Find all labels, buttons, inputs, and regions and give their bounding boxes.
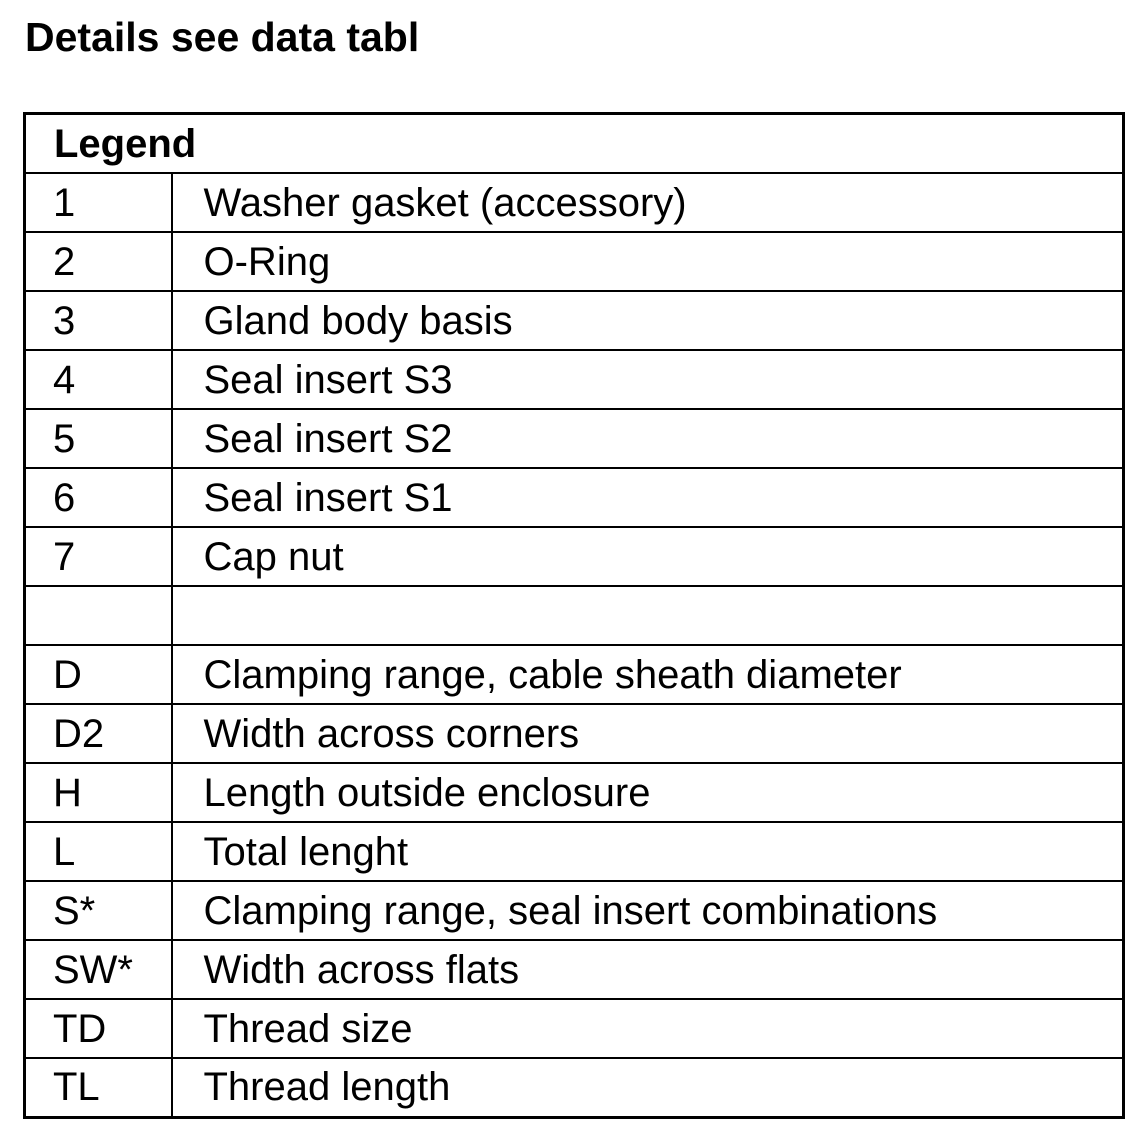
legend-key-cell: S*	[23, 880, 173, 941]
legend-key-cell	[23, 585, 173, 646]
legend-description-cell: Total lenght	[170, 821, 1125, 882]
legend-key-cell: D	[23, 644, 173, 705]
legend-key-cell: 2	[23, 231, 173, 292]
legend-description-cell: Width across corners	[170, 703, 1125, 764]
table-row-empty	[23, 585, 1125, 646]
legend-description-cell: Cap nut	[170, 526, 1125, 587]
legend-description-cell: Clamping range, seal insert combinations	[170, 880, 1125, 941]
table-row: 6 Seal insert S1	[23, 467, 1125, 528]
table-row: TL Thread length	[23, 1057, 1125, 1118]
legend-description-cell: O-Ring	[170, 231, 1125, 292]
table-row: 7 Cap nut	[23, 526, 1125, 587]
legend-key-cell: TD	[23, 998, 173, 1059]
table-row: L Total lenght	[23, 821, 1125, 882]
table-row: 1 Washer gasket (accessory)	[23, 172, 1125, 233]
legend-table: Legend 1 Washer gasket (accessory) 2 O-R…	[23, 112, 1126, 1119]
legend-description-cell	[170, 585, 1125, 646]
legend-description-cell: Seal insert S2	[170, 408, 1125, 469]
legend-description-cell: Thread length	[170, 1057, 1125, 1118]
legend-key-cell: 7	[23, 526, 173, 587]
table-row: SW* Width across flats	[23, 939, 1125, 1000]
legend-key-cell: L	[23, 821, 173, 882]
table-row: S* Clamping range, seal insert combinati…	[23, 880, 1125, 941]
legend-description-cell: Clamping range, cable sheath diameter	[170, 644, 1125, 705]
legend-key-cell: SW*	[23, 939, 173, 1000]
legend-description-cell: Length outside enclosure	[170, 762, 1125, 823]
table-row: 2 O-Ring	[23, 231, 1125, 292]
legend-description-cell: Washer gasket (accessory)	[170, 172, 1125, 233]
legend-description-cell: Seal insert S3	[170, 349, 1125, 410]
legend-key-cell: D2	[23, 703, 173, 764]
legend-description-cell: Width across flats	[170, 939, 1125, 1000]
legend-header-cell: Legend	[23, 112, 1125, 174]
page-title: Details see data tabl	[25, 14, 420, 60]
legend-key-cell: 6	[23, 467, 173, 528]
table-row: H Length outside enclosure	[23, 762, 1125, 823]
legend-key-cell: 5	[23, 408, 173, 469]
table-row: TD Thread size	[23, 998, 1125, 1059]
legend-key-cell: 4	[23, 349, 173, 410]
legend-key-cell: TL	[23, 1057, 173, 1118]
table-row: 5 Seal insert S2	[23, 408, 1125, 469]
table-row: D2 Width across corners	[23, 703, 1125, 764]
legend-key-cell: 1	[23, 172, 173, 233]
legend-header-row: Legend	[23, 112, 1125, 174]
table-row: 3 Gland body basis	[23, 290, 1125, 351]
legend-description-cell: Gland body basis	[170, 290, 1125, 351]
legend-key-cell: 3	[23, 290, 173, 351]
legend-description-cell: Thread size	[170, 998, 1125, 1059]
legend-key-cell: H	[23, 762, 173, 823]
table-row: D Clamping range, cable sheath diameter	[23, 644, 1125, 705]
legend-description-cell: Seal insert S1	[170, 467, 1125, 528]
table-row: 4 Seal insert S3	[23, 349, 1125, 410]
